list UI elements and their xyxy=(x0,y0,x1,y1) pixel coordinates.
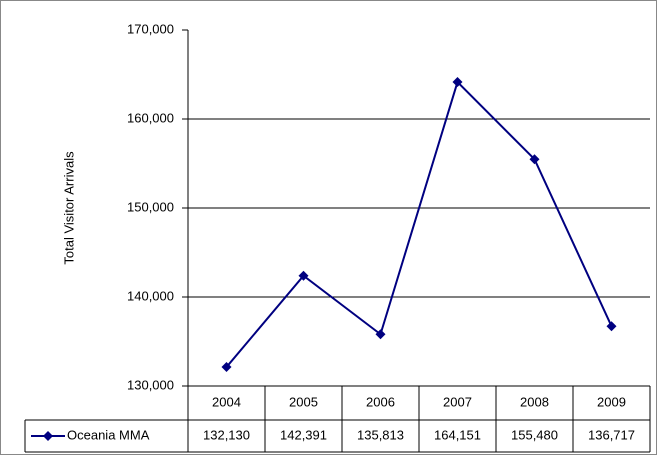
data-point xyxy=(298,270,309,281)
data-point xyxy=(606,321,617,332)
y-tick-label: 140,000 xyxy=(127,288,174,303)
data-point xyxy=(452,77,463,88)
legend-marker xyxy=(43,431,53,441)
x-tick-label: 2004 xyxy=(212,394,241,409)
table-value: 136,717 xyxy=(588,427,635,442)
y-tick-label: 170,000 xyxy=(127,21,174,36)
y-tick-label: 150,000 xyxy=(127,199,174,214)
x-tick-label: 2007 xyxy=(443,394,472,409)
legend-label: Oceania MMA xyxy=(67,427,150,442)
table-value: 132,130 xyxy=(203,427,250,442)
data-point xyxy=(375,329,386,340)
x-tick-label: 2009 xyxy=(597,394,626,409)
x-tick-label: 2006 xyxy=(366,394,395,409)
series-line xyxy=(225,80,613,368)
y-tick-label: 130,000 xyxy=(127,377,174,392)
table-value: 142,391 xyxy=(280,427,327,442)
x-tick-label: 2008 xyxy=(520,394,549,409)
data-point xyxy=(221,362,232,373)
table-value: 155,480 xyxy=(511,427,558,442)
data-point xyxy=(529,154,540,165)
table-value: 164,151 xyxy=(434,427,481,442)
table-value: 135,813 xyxy=(357,427,404,442)
y-axis-label: Total Visitor Arrivals xyxy=(61,151,76,265)
y-tick-label: 160,000 xyxy=(127,110,174,125)
x-tick-label: 2005 xyxy=(289,394,318,409)
